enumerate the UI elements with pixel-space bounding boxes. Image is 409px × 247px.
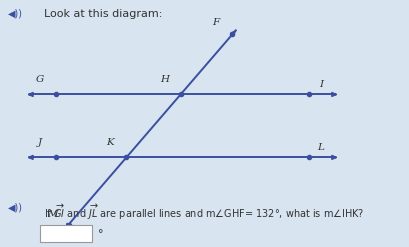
Text: I: I <box>319 80 323 89</box>
Text: If $\overrightarrow{GI}$ and $\overrightarrow{JL}$ are parallel lines and m$\ang: If $\overrightarrow{GI}$ and $\overright… <box>44 202 364 222</box>
Text: M: M <box>47 210 58 219</box>
Text: K: K <box>106 138 114 147</box>
Text: J: J <box>38 138 42 147</box>
Text: °: ° <box>98 229 104 239</box>
Text: G: G <box>36 75 44 84</box>
Text: L: L <box>317 143 324 152</box>
Text: ◀)): ◀)) <box>8 202 23 212</box>
Text: ◀)): ◀)) <box>8 9 23 19</box>
FancyBboxPatch shape <box>40 225 92 242</box>
Text: Look at this diagram:: Look at this diagram: <box>44 9 162 19</box>
Text: F: F <box>213 18 220 27</box>
Text: H: H <box>160 75 169 84</box>
